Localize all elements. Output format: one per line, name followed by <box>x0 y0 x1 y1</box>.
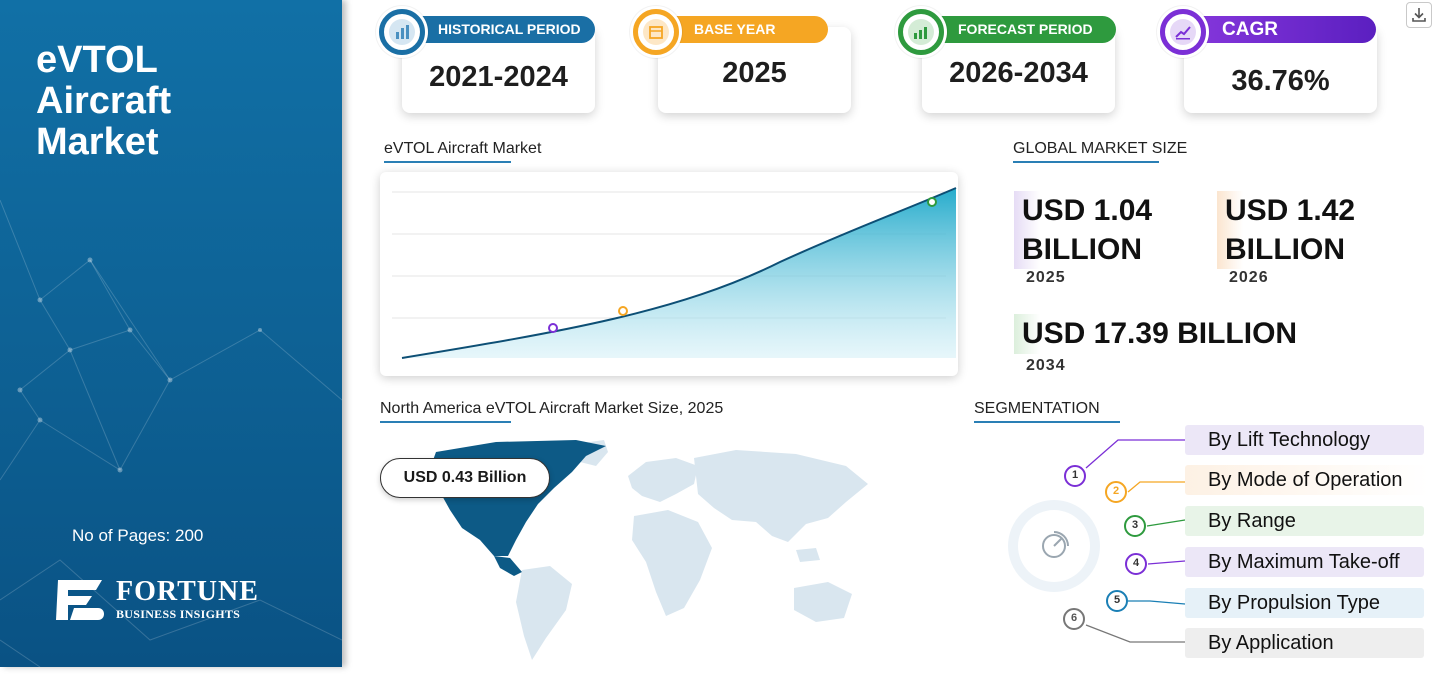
segment-number: 2 <box>1105 481 1127 503</box>
pie-chart-icon <box>1042 531 1069 558</box>
point-2034 <box>927 197 937 207</box>
market-size-amount: USD 1.42 <box>1225 194 1356 227</box>
growth-curve-chart <box>392 187 957 359</box>
connector-lines <box>1085 439 1186 643</box>
title-line: Market <box>36 121 159 163</box>
north-america-value-callout: USD 0.43 Billion <box>380 458 550 498</box>
fortune-business-insights-logo[interactable]: FORTUNE BUSINESS INSIGHTS <box>52 576 282 626</box>
growth-chart-icon <box>1157 6 1209 58</box>
stat-value: 2026-2034 <box>949 57 1088 89</box>
segment-number: 4 <box>1125 553 1147 575</box>
segment-range[interactable]: By Range <box>1185 506 1424 536</box>
market-size-year: 2025 <box>1026 269 1066 286</box>
title-line: eVTOL <box>36 39 158 81</box>
market-growth-chart <box>380 172 958 376</box>
forecast-chart-icon <box>895 6 947 58</box>
point-2026 <box>618 306 628 316</box>
segmentation-diagram <box>1008 439 1186 643</box>
other-regions <box>516 440 868 660</box>
calendar-icon <box>630 6 682 58</box>
logo-mark-icon <box>56 580 104 620</box>
growth-area <box>402 188 956 358</box>
logo-text-top: FORTUNE <box>116 576 259 607</box>
market-size-2034: USD 17.39 BILLION 2034 <box>1014 314 1298 375</box>
market-size-amount: USD 17.39 BILLION <box>1022 317 1298 350</box>
market-size-heading: GLOBAL MARKET SIZE <box>1013 140 1187 163</box>
segment-lift-technology[interactable]: By Lift Technology <box>1185 425 1424 455</box>
page-count: No of Pages: 200 <box>72 526 204 545</box>
bar-chart-icon <box>376 6 428 58</box>
market-size-amount: USD 1.04 <box>1022 194 1153 227</box>
segment-number: 1 <box>1064 465 1086 487</box>
network-background-pattern <box>0 199 342 667</box>
segment-application[interactable]: By Application <box>1185 628 1424 658</box>
segment-number: 6 <box>1063 608 1085 630</box>
segment-propulsion-type[interactable]: By Propulsion Type <box>1185 588 1424 618</box>
sidebar: eVTOL Aircraft Market No of Pages: 200 F… <box>0 0 342 667</box>
market-size-2025: USD 1.04 BILLION 2025 <box>1014 191 1153 287</box>
growth-line <box>401 187 957 359</box>
stat-value: 36.76% <box>1231 65 1330 97</box>
segment-number: 5 <box>1106 590 1128 612</box>
segmentation-heading: SEGMENTATION <box>974 400 1120 423</box>
segment-maximum-take-off[interactable]: By Maximum Take-off <box>1185 547 1424 577</box>
title-line: Aircraft <box>36 80 172 122</box>
report-title: eVTOL Aircraft Market <box>36 40 296 163</box>
market-size-2026: USD 1.42 BILLION 2026 <box>1217 191 1356 287</box>
download-button[interactable] <box>1406 2 1432 28</box>
market-size-year: 2026 <box>1229 269 1269 286</box>
segment-mode-of-operation[interactable]: By Mode of Operation <box>1185 465 1429 495</box>
download-icon <box>1412 8 1426 22</box>
market-size-amount: BILLION <box>1022 233 1142 266</box>
market-size-year: 2034 <box>1026 357 1066 374</box>
market-size-amount: BILLION <box>1225 233 1345 266</box>
chart-heading: eVTOL Aircraft Market <box>384 140 541 163</box>
logo-text-bottom: BUSINESS INSIGHTS <box>116 607 241 621</box>
stat-value: 2021-2024 <box>429 61 568 93</box>
map-heading: North America eVTOL Aircraft Market Size… <box>380 400 723 423</box>
segment-number: 3 <box>1124 515 1146 537</box>
point-2025 <box>548 323 558 333</box>
stat-value: 2025 <box>722 57 787 89</box>
